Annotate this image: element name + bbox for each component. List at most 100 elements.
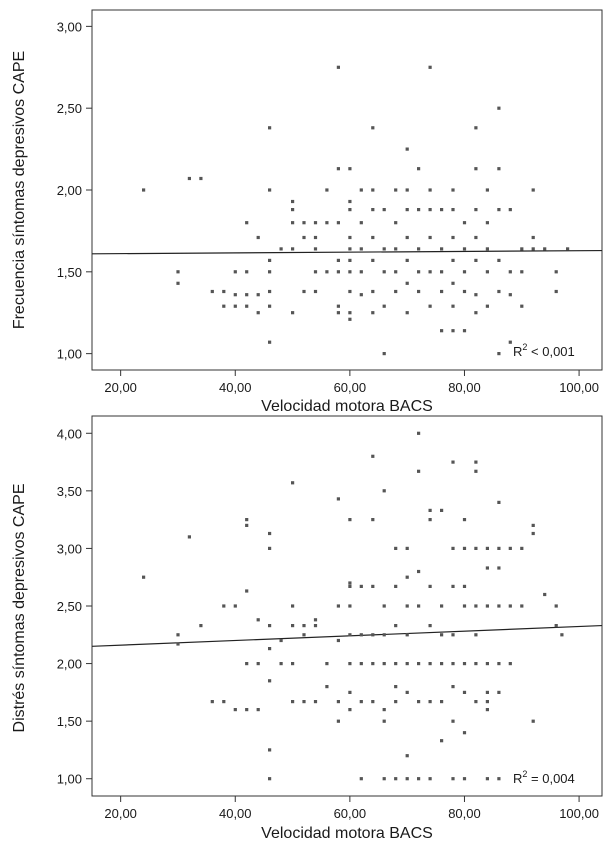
x-tick-label: 40,00	[219, 806, 252, 821]
data-point	[394, 777, 398, 781]
data-point	[245, 221, 249, 225]
data-point	[451, 662, 455, 666]
data-point	[451, 546, 455, 550]
data-point	[417, 270, 421, 274]
data-point	[417, 569, 421, 574]
data-point	[371, 584, 375, 588]
plot-frame	[91, 415, 603, 797]
x-tick-label: 80,00	[448, 380, 481, 395]
x-axis-ticks: 20,00 40,00 60,00 80,00 100,00	[104, 796, 599, 821]
data-point	[336, 604, 340, 608]
data-point	[348, 317, 352, 321]
data-point	[268, 304, 272, 308]
data-point	[497, 106, 501, 110]
data-point	[245, 270, 249, 274]
y-tick-label: 1,00	[57, 347, 82, 362]
data-point	[497, 500, 501, 504]
data-point	[382, 304, 386, 308]
data-point	[382, 777, 386, 781]
data-point	[313, 289, 318, 294]
data-point	[336, 270, 340, 274]
data-point	[245, 589, 249, 593]
data-point	[176, 633, 180, 637]
data-point	[382, 270, 386, 274]
data-point	[256, 311, 260, 315]
data-point	[520, 270, 524, 274]
data-point	[371, 454, 375, 458]
data-point	[359, 700, 363, 704]
data-point	[440, 270, 444, 274]
data-point	[382, 633, 386, 637]
data-point	[371, 289, 375, 294]
data-point	[348, 581, 352, 585]
data-point	[336, 65, 340, 69]
data-point	[474, 546, 478, 550]
data-point	[233, 708, 237, 712]
data-point	[348, 311, 352, 315]
data-point	[497, 566, 501, 570]
data-point	[336, 311, 340, 315]
data-point	[336, 167, 340, 171]
data-point	[371, 518, 375, 522]
data-point	[485, 662, 489, 666]
data-point	[417, 662, 421, 666]
data-point	[508, 270, 512, 274]
y-tick-label: 2,00	[57, 183, 82, 198]
data-point	[531, 235, 535, 240]
data-point	[382, 489, 386, 493]
data-point	[256, 235, 260, 240]
data-point	[462, 247, 467, 251]
data-point	[440, 329, 444, 333]
data-point	[417, 208, 421, 212]
data-point	[325, 662, 329, 666]
data-point	[187, 535, 191, 539]
data-point	[291, 662, 295, 666]
x-tick-label: 60,00	[334, 806, 367, 821]
data-point	[348, 518, 352, 522]
data-point	[451, 188, 455, 192]
data-point	[313, 618, 318, 622]
data-point	[554, 604, 558, 608]
data-point	[279, 662, 283, 666]
data-point	[462, 690, 467, 694]
data-point	[474, 208, 478, 212]
data-point	[222, 304, 226, 308]
data-point	[394, 662, 398, 666]
data-point	[336, 221, 340, 225]
data-point	[462, 731, 467, 735]
data-point	[348, 708, 352, 712]
data-point	[485, 690, 489, 694]
data-point	[268, 270, 272, 274]
data-point	[428, 508, 432, 512]
data-point	[474, 126, 478, 130]
data-point	[176, 642, 180, 646]
data-point	[371, 208, 375, 212]
data-point	[417, 469, 421, 473]
data-point	[256, 618, 260, 622]
data-point	[187, 176, 191, 181]
scatter-panel-frecuencia: 1,00 1,50 2,00 2,50 3,00 20,00 40,00 60,00 80,0…	[11, 9, 603, 415]
data-point	[485, 221, 489, 225]
x-tick-label: 20,00	[104, 806, 137, 821]
data-point	[348, 247, 352, 251]
data-point	[394, 624, 398, 628]
data-point	[451, 685, 455, 689]
x-axis-label: Velocidad motora BACS	[261, 825, 433, 842]
data-point	[497, 167, 501, 171]
data-point	[428, 624, 432, 628]
data-point	[405, 604, 409, 608]
data-points-group	[142, 431, 564, 781]
data-point	[417, 604, 421, 608]
r-squared-superscript: 2	[522, 342, 527, 352]
data-point	[348, 167, 352, 171]
data-point	[302, 289, 306, 294]
data-point	[371, 633, 375, 637]
data-point	[451, 281, 455, 285]
data-point	[233, 293, 237, 297]
data-point	[313, 624, 318, 628]
data-point	[256, 293, 260, 297]
data-point	[371, 126, 375, 130]
y-tick-label: 1,00	[57, 772, 82, 787]
data-point	[382, 352, 386, 356]
